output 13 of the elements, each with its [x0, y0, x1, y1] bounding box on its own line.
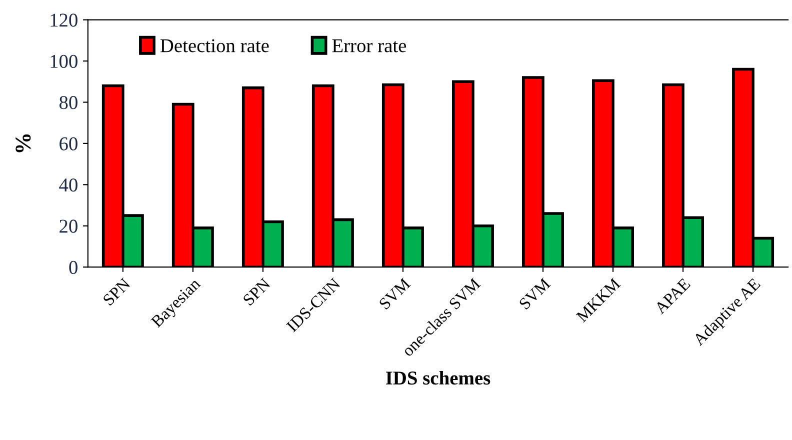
- x-axis-title: IDS schemes: [386, 370, 490, 385]
- y-tick-label: 80: [59, 96, 78, 110]
- legend-label: Detection rate: [160, 39, 269, 52]
- legend-label: Error rate: [332, 39, 406, 52]
- y-tick-label: 0: [69, 260, 78, 274]
- y-tick-label: 60: [60, 137, 78, 150]
- y-tick-label: 20: [60, 220, 78, 233]
- x-tick-label: SPN: [242, 277, 271, 306]
- y-axis-title: %: [16, 134, 31, 152]
- y-tick-label: 100: [50, 54, 78, 68]
- x-tick-label: SPN: [102, 277, 131, 306]
- y-tick-label: 120: [50, 14, 78, 27]
- y-tick-label: 40: [59, 178, 78, 192]
